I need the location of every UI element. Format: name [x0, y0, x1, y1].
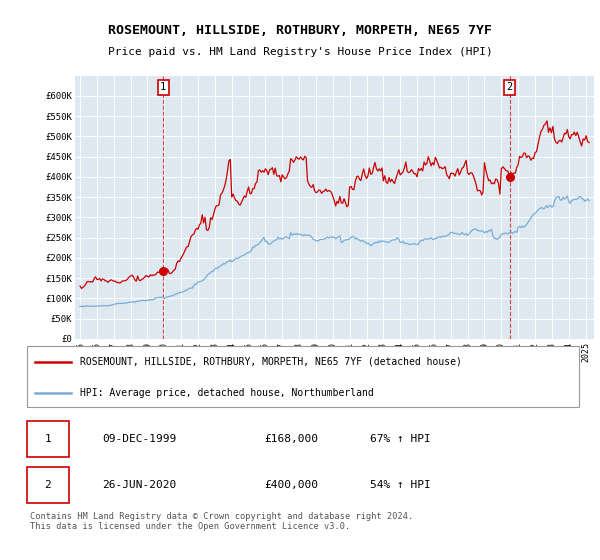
Text: 09-DEC-1999: 09-DEC-1999 — [102, 434, 176, 444]
Text: 2: 2 — [506, 82, 513, 92]
FancyBboxPatch shape — [27, 422, 68, 457]
Text: 67% ↑ HPI: 67% ↑ HPI — [370, 434, 431, 444]
Text: £400,000: £400,000 — [264, 480, 318, 490]
Text: Price paid vs. HM Land Registry's House Price Index (HPI): Price paid vs. HM Land Registry's House … — [107, 46, 493, 57]
Text: 54% ↑ HPI: 54% ↑ HPI — [370, 480, 431, 490]
FancyBboxPatch shape — [27, 346, 579, 407]
Text: 1: 1 — [160, 82, 166, 92]
Text: 2: 2 — [44, 480, 52, 490]
Text: 26-JUN-2020: 26-JUN-2020 — [102, 480, 176, 490]
Text: £168,000: £168,000 — [264, 434, 318, 444]
Text: HPI: Average price, detached house, Northumberland: HPI: Average price, detached house, Nort… — [80, 388, 374, 398]
Text: Contains HM Land Registry data © Crown copyright and database right 2024.
This d: Contains HM Land Registry data © Crown c… — [29, 512, 413, 531]
Text: ROSEMOUNT, HILLSIDE, ROTHBURY, MORPETH, NE65 7YF (detached house): ROSEMOUNT, HILLSIDE, ROTHBURY, MORPETH, … — [80, 357, 461, 367]
Text: 1: 1 — [44, 434, 52, 444]
FancyBboxPatch shape — [27, 468, 68, 503]
Text: ROSEMOUNT, HILLSIDE, ROTHBURY, MORPETH, NE65 7YF: ROSEMOUNT, HILLSIDE, ROTHBURY, MORPETH, … — [108, 24, 492, 38]
